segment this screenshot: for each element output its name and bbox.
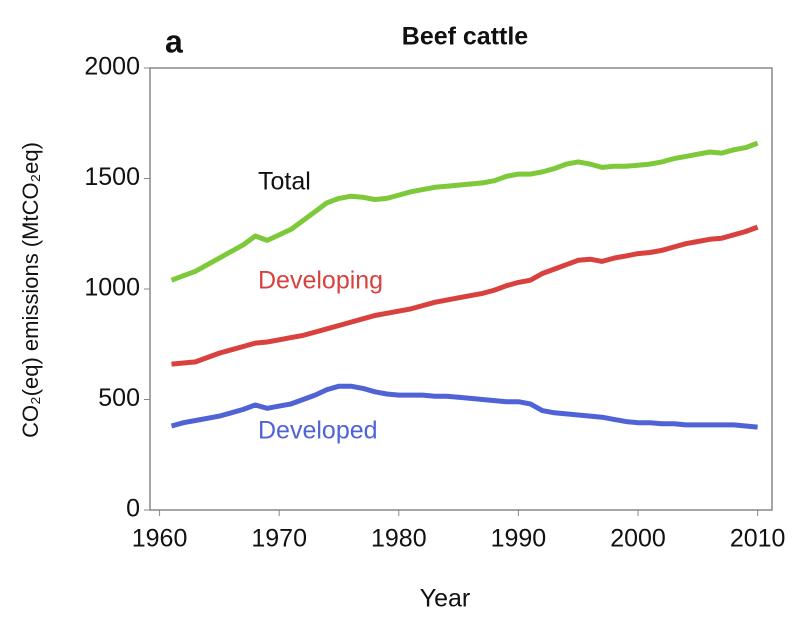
x-axis-label: Year [420,585,471,613]
series-label: Developed [258,417,378,445]
y-tick-label: 1000 [84,274,140,302]
x-tick-label: 1990 [491,525,547,553]
x-tick-label: 2010 [730,525,786,553]
panel-label: a [165,23,183,59]
series-line [170,140,759,283]
x-tick-label: 1980 [371,525,427,553]
y-tick-label: 2000 [84,53,140,81]
chart-title: Beef cattle [402,23,529,51]
y-tick-label: 1500 [84,163,140,191]
y-tick-label: 0 [126,495,140,523]
plot-frame [149,67,773,511]
x-tick-label: 1970 [251,525,307,553]
x-tick-label: 2000 [610,525,666,553]
series-line [170,383,758,430]
series-label: Total [258,168,311,196]
series-label: Developing [258,267,383,295]
y-tick-label: 500 [98,384,140,412]
series-line [171,224,759,367]
y-axis-label: CO₂(eq) emissions (MtCO₂eq) [18,142,43,438]
x-tick-label: 1960 [132,525,188,553]
